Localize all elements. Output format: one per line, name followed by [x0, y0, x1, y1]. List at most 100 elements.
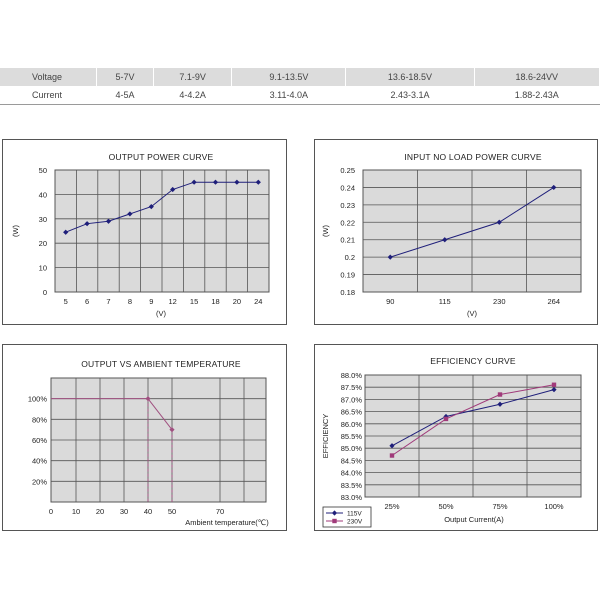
x-tick-label: 12 [169, 297, 177, 306]
x-tick-label: 20 [233, 297, 241, 306]
voltage-cell: 7.1-9V [153, 68, 233, 86]
chart-title: OUTPUT POWER CURVE [109, 152, 214, 162]
data-point [331, 510, 338, 516]
y-tick-label: 20 [39, 239, 47, 248]
x-tick-label: 10 [72, 507, 80, 516]
series-line [391, 389, 555, 447]
voltage-cell: 13.6-18.5V [345, 68, 475, 86]
chart-title: EFFICIENCY CURVE [430, 356, 516, 366]
data-point [234, 179, 240, 185]
x-tick-label: 50% [438, 502, 453, 511]
data-point [255, 179, 261, 185]
y-tick-label: 30 [39, 215, 47, 224]
voltage-label: Voltage [0, 68, 97, 86]
y-tick-label: 0 [43, 288, 47, 297]
data-point [63, 229, 69, 235]
y-tick-label: 50 [39, 166, 47, 175]
x-tick-label: 40 [144, 507, 152, 516]
x-tick-label: 20 [96, 507, 104, 516]
data-point [170, 186, 176, 193]
y-tick-label: 0.22 [340, 218, 355, 227]
current-cell: 1.88-2.43A [474, 86, 600, 105]
y-tick-label: 0.2 [345, 253, 355, 262]
data-point [191, 179, 197, 185]
data-point [443, 413, 449, 420]
y-axis-label: EFFICIENCY [321, 414, 330, 459]
x-tick-label: 264 [547, 297, 560, 306]
y-tick-label: 0.18 [340, 288, 355, 297]
x-axis-label: (V) [467, 309, 478, 318]
series-line [390, 187, 555, 258]
current-cell: 2.43-3.1A [345, 86, 475, 105]
x-axis-label: Output Current(A) [444, 515, 504, 524]
data-point [443, 416, 449, 422]
temperature-panel: OUTPUT VS AMBIENT TEMPERATURE 20% 40% 60% 80… [2, 344, 287, 531]
y-tick-label: 10 [39, 264, 47, 273]
x-tick-label: 6 [85, 297, 89, 306]
data-point [105, 218, 112, 224]
data-point [148, 204, 154, 210]
y-tick-label: 0.19 [340, 271, 355, 280]
y-axis-label: (W) [11, 224, 20, 237]
input-no-load-chart: INPUT NO LOAD POWER CURVE 0.18 0.19 0.2 0.21… [321, 152, 582, 318]
x-tick-label: 70 [216, 507, 224, 516]
x-tick-label: 7 [106, 297, 110, 306]
legend-label: 115V [347, 511, 362, 518]
x-tick-label: 18 [211, 297, 219, 306]
y-tick-label: 84.5% [341, 456, 363, 465]
current-cell: 3.11-4.0A [231, 86, 346, 105]
x-tick-label: 100% [544, 502, 564, 511]
data-point [497, 401, 503, 407]
y-tick-label: 86.0% [341, 420, 363, 429]
series-line [147, 398, 173, 430]
y-tick-label: 84.0% [341, 469, 363, 478]
y-tick-label: 83.5% [341, 481, 363, 490]
x-tick-label: 115 [439, 297, 451, 306]
x-tick-label: 230 [493, 297, 506, 306]
output-power-panel: OUTPUT POWER CURVE 0 10 20 30 40 50 5 6 7 8 9 12 15 18… [2, 139, 287, 325]
x-tick-label: 90 [386, 297, 394, 306]
y-tick-label: 20% [32, 477, 47, 486]
current-row: Current 4-5A 4-4.2A 3.11-4.0A 2.43-3.1A … [0, 86, 600, 105]
y-tick-label: 80% [32, 415, 47, 424]
data-point [551, 382, 557, 387]
y-tick-label: 60% [32, 436, 47, 445]
voltage-cell: 18.6-24VV [474, 68, 600, 86]
data-point [127, 211, 133, 217]
legend-label: 230V [347, 519, 363, 526]
data-point [389, 443, 395, 449]
series-line [65, 181, 259, 233]
y-tick-label: 86.5% [341, 408, 363, 417]
efficiency-panel: EFFICIENCY CURVE 83.0% 83.5% 84.0% 84.5% 85.0… [314, 344, 598, 531]
data-point [497, 392, 503, 397]
y-tick-label: 0.23 [340, 201, 355, 210]
data-point [332, 518, 337, 524]
voltage-row: Voltage 5-7V 7.1-9V 9.1-13.5V 13.6-18.5V… [0, 68, 600, 86]
temperature-chart: OUTPUT VS AMBIENT TEMPERATURE 20% 40% 60% 80… [28, 359, 269, 527]
y-tick-label: 88.0% [341, 371, 363, 380]
x-tick-label: 24 [254, 297, 262, 306]
y-tick-label: 40% [32, 457, 47, 466]
input-no-load-panel: INPUT NO LOAD POWER CURVE 0.18 0.19 0.2 0.21… [314, 139, 598, 325]
y-tick-label: 100% [28, 395, 48, 404]
y-tick-label: 83.0% [341, 493, 363, 502]
x-tick-label: 0 [49, 507, 53, 516]
y-tick-label: 87.5% [341, 383, 363, 392]
y-tick-label: 0.24 [340, 183, 355, 192]
data-point [442, 237, 448, 243]
y-tick-label: 85.5% [341, 432, 363, 441]
efficiency-chart: EFFICIENCY CURVE 83.0% 83.5% 84.0% 84.5% 85.0… [321, 356, 582, 528]
x-tick-label: 30 [120, 507, 128, 516]
y-tick-label: 0.25 [340, 166, 355, 175]
spec-table: Voltage 5-7V 7.1-9V 9.1-13.5V 13.6-18.5V… [0, 68, 600, 105]
y-tick-label: 85.0% [341, 444, 363, 453]
y-axis-label: (W) [321, 224, 330, 237]
x-axis-label: (V) [156, 309, 167, 318]
data-point [551, 184, 557, 191]
y-tick-label: 0.21 [340, 236, 355, 245]
x-tick-label: 5 [64, 297, 68, 306]
x-tick-label: 9 [149, 297, 153, 306]
x-tick-label: 25% [384, 502, 399, 511]
output-power-chart: OUTPUT POWER CURVE 0 10 20 30 40 50 5 6 7 8 9 12 15 18… [11, 152, 270, 318]
data-point [387, 254, 393, 260]
